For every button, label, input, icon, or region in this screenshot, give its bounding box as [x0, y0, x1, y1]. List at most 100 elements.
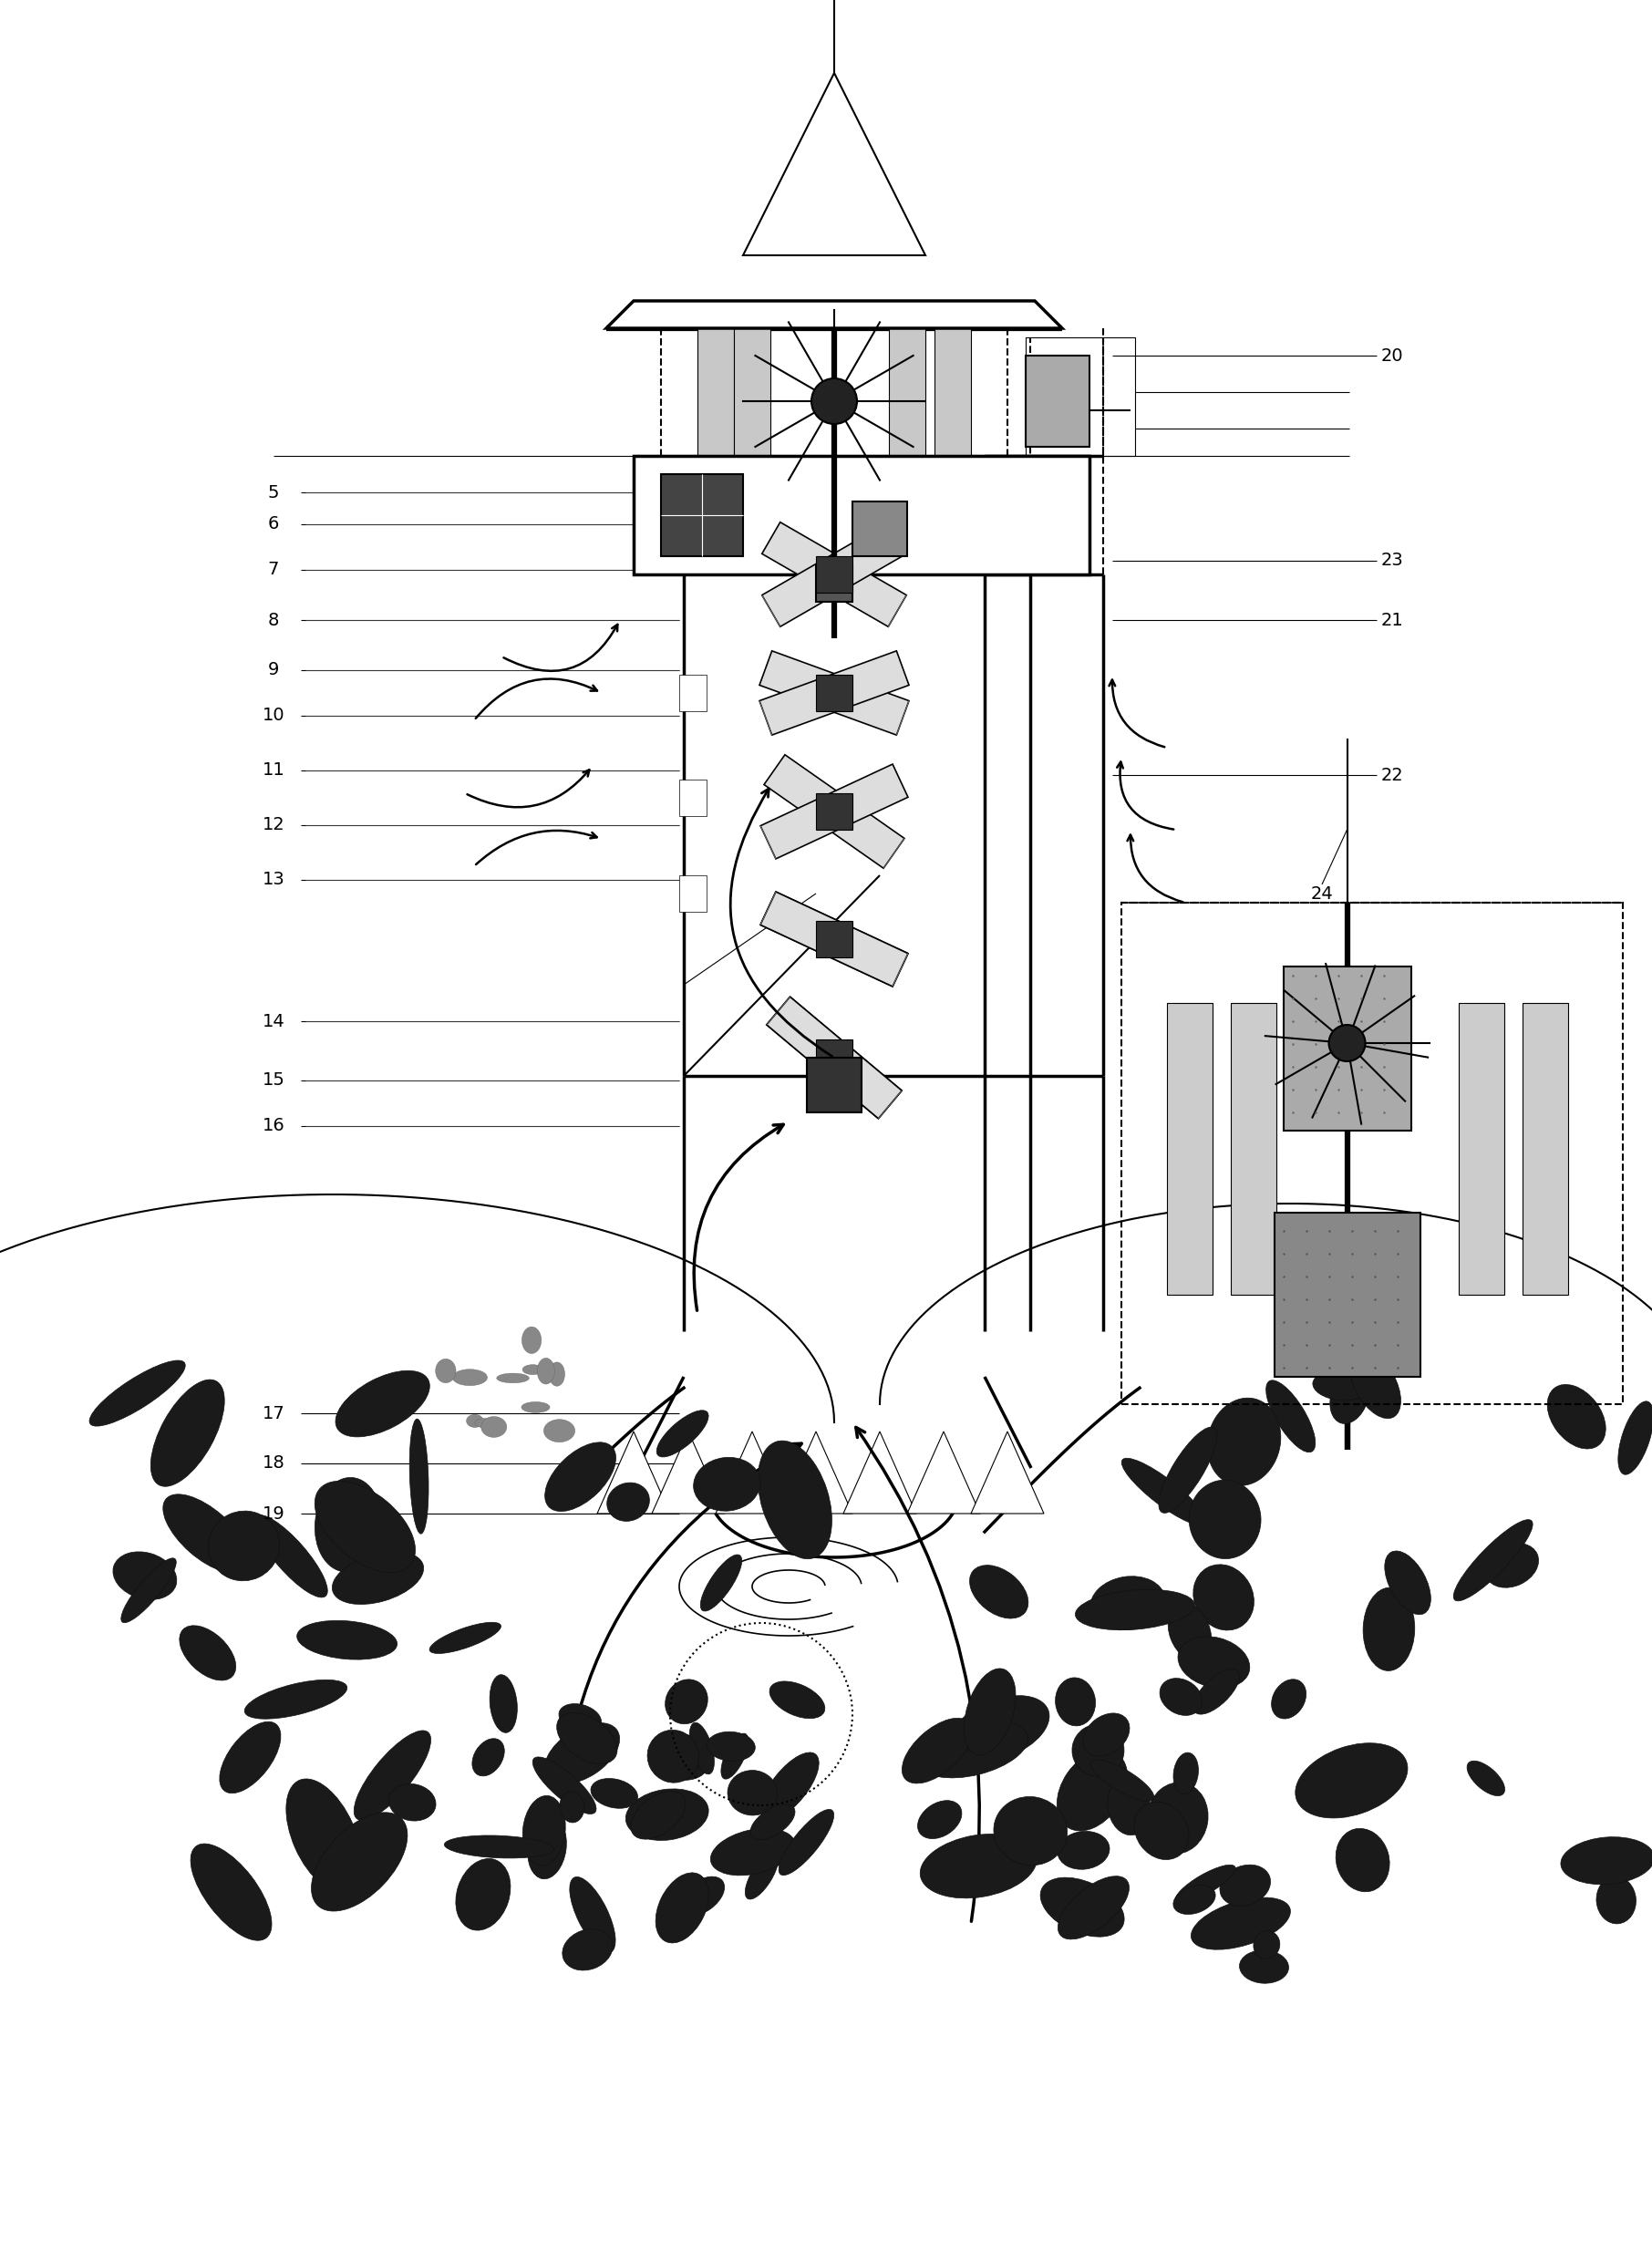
Ellipse shape: [1072, 1725, 1123, 1776]
Ellipse shape: [466, 1415, 484, 1427]
Ellipse shape: [591, 1779, 638, 1808]
Ellipse shape: [560, 1720, 586, 1747]
Ellipse shape: [1075, 1590, 1194, 1631]
Ellipse shape: [689, 1723, 714, 1774]
Ellipse shape: [220, 1723, 281, 1792]
Polygon shape: [760, 765, 909, 859]
Bar: [679, 675, 707, 711]
Ellipse shape: [720, 1734, 748, 1779]
Ellipse shape: [1173, 1884, 1216, 1913]
Ellipse shape: [1454, 1521, 1533, 1602]
Ellipse shape: [121, 1559, 177, 1622]
Circle shape: [1328, 1025, 1365, 1061]
Ellipse shape: [1485, 1543, 1538, 1588]
Polygon shape: [971, 1431, 1044, 1514]
Polygon shape: [767, 996, 902, 1119]
Ellipse shape: [558, 1705, 601, 1732]
Bar: [1459, 1003, 1505, 1294]
Bar: [816, 675, 852, 711]
Bar: [679, 875, 707, 913]
Ellipse shape: [286, 1779, 362, 1893]
Text: 6: 6: [268, 516, 279, 534]
Ellipse shape: [965, 1669, 1016, 1754]
Ellipse shape: [970, 1566, 1028, 1619]
Circle shape: [811, 379, 857, 424]
Bar: [733, 327, 770, 455]
Bar: [661, 473, 743, 556]
Bar: [935, 327, 971, 455]
Text: 13: 13: [263, 870, 284, 888]
Ellipse shape: [656, 1411, 709, 1458]
Ellipse shape: [254, 1514, 327, 1597]
Ellipse shape: [631, 1792, 686, 1839]
Text: 22: 22: [1381, 767, 1404, 783]
Text: 15: 15: [263, 1072, 284, 1090]
Ellipse shape: [1265, 1379, 1315, 1451]
Ellipse shape: [316, 1480, 415, 1572]
Ellipse shape: [770, 1682, 824, 1718]
Ellipse shape: [1158, 1427, 1218, 1514]
Polygon shape: [760, 893, 909, 987]
Ellipse shape: [1272, 1680, 1307, 1718]
Ellipse shape: [1193, 1566, 1254, 1631]
Ellipse shape: [1107, 1776, 1150, 1835]
Bar: [806, 1059, 862, 1113]
FancyArrowPatch shape: [504, 624, 618, 671]
Ellipse shape: [727, 1770, 776, 1815]
Ellipse shape: [1384, 1550, 1431, 1615]
Ellipse shape: [180, 1626, 236, 1680]
Bar: [1166, 1003, 1213, 1294]
Ellipse shape: [1168, 1604, 1211, 1660]
Ellipse shape: [164, 1494, 249, 1572]
Ellipse shape: [532, 1756, 596, 1815]
Polygon shape: [743, 74, 925, 256]
Ellipse shape: [1193, 1669, 1239, 1714]
Ellipse shape: [190, 1844, 271, 1940]
Ellipse shape: [1173, 1752, 1198, 1794]
Ellipse shape: [679, 1877, 725, 1916]
Ellipse shape: [920, 1835, 1037, 1898]
Ellipse shape: [208, 1512, 279, 1581]
Ellipse shape: [995, 1797, 1067, 1866]
Text: 23: 23: [1381, 552, 1404, 570]
Ellipse shape: [1189, 1480, 1260, 1559]
Ellipse shape: [606, 1483, 649, 1521]
Ellipse shape: [1146, 1783, 1208, 1853]
Polygon shape: [760, 893, 909, 987]
Ellipse shape: [778, 1810, 834, 1875]
Ellipse shape: [456, 1859, 510, 1931]
Ellipse shape: [1350, 1348, 1401, 1418]
Text: 11: 11: [263, 763, 284, 778]
Bar: [816, 1039, 852, 1077]
Ellipse shape: [1056, 1678, 1095, 1725]
Ellipse shape: [917, 1801, 961, 1839]
Text: 5: 5: [268, 484, 279, 500]
Ellipse shape: [537, 1357, 555, 1384]
Ellipse shape: [1467, 1761, 1505, 1797]
Ellipse shape: [557, 1714, 618, 1763]
Ellipse shape: [1363, 1588, 1414, 1671]
Polygon shape: [762, 523, 907, 626]
Bar: [816, 922, 852, 958]
Bar: [697, 327, 733, 455]
Polygon shape: [760, 650, 909, 736]
Polygon shape: [606, 301, 1062, 327]
Ellipse shape: [707, 1732, 755, 1761]
Ellipse shape: [497, 1373, 529, 1384]
Ellipse shape: [1057, 1875, 1128, 1940]
Ellipse shape: [1208, 1397, 1280, 1485]
Ellipse shape: [489, 1676, 517, 1732]
Ellipse shape: [1135, 1801, 1189, 1859]
Bar: [679, 781, 707, 816]
Polygon shape: [907, 1431, 980, 1514]
Bar: [634, 455, 1089, 574]
Bar: [1122, 902, 1622, 1404]
Polygon shape: [596, 1431, 671, 1514]
Ellipse shape: [1057, 1750, 1127, 1830]
Ellipse shape: [1057, 1830, 1110, 1868]
Ellipse shape: [474, 1418, 494, 1427]
Ellipse shape: [562, 1929, 613, 1969]
Bar: [1523, 1003, 1568, 1294]
Bar: [1231, 1003, 1277, 1294]
Ellipse shape: [1191, 1898, 1290, 1949]
